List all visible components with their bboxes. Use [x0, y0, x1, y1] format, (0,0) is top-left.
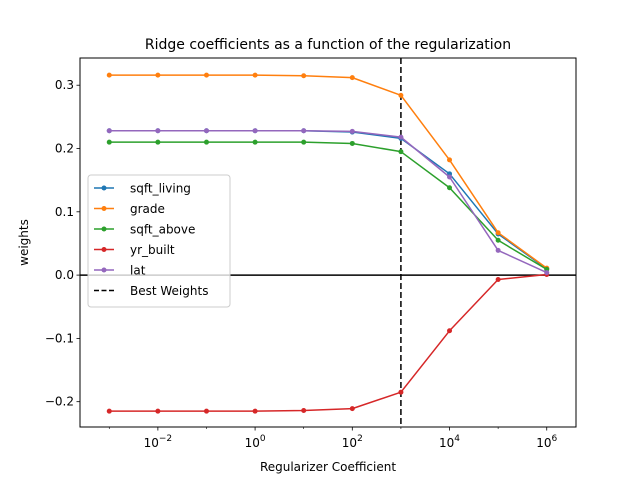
- data-point-lat: [495, 247, 501, 253]
- data-point-yr_built: [447, 328, 453, 334]
- data-point-lat: [447, 174, 453, 180]
- x-tick-label: 100: [245, 434, 266, 450]
- data-point-yr_built: [301, 408, 307, 414]
- data-point-sqft_above: [155, 139, 161, 145]
- legend-label: sqft_above: [130, 223, 195, 237]
- data-point-grade: [495, 230, 501, 236]
- x-tick-label: 106: [536, 434, 557, 450]
- data-point-grade: [398, 92, 404, 98]
- data-point-sqft_above: [252, 139, 258, 145]
- y-tick-label: 0.3: [55, 78, 74, 92]
- data-point-lat: [349, 128, 355, 134]
- data-point-sqft_above: [301, 139, 307, 145]
- data-point-sqft_above: [495, 237, 501, 243]
- series-line-lat: [109, 130, 548, 274]
- y-axis-label: weights: [17, 219, 31, 266]
- data-point-yr_built: [203, 408, 209, 414]
- data-point-lat: [106, 128, 112, 134]
- data-point-lat: [544, 270, 550, 276]
- data-point-sqft_above: [203, 139, 209, 145]
- y-tick-label: 0.1: [55, 205, 74, 219]
- legend-box: [87, 174, 231, 308]
- series-line-yr_built: [109, 273, 547, 412]
- data-point-grade: [349, 75, 355, 81]
- data-point-lat: [155, 128, 161, 134]
- data-point-yr_built: [252, 408, 258, 414]
- data-point-yr_built: [349, 406, 355, 412]
- legend-label: Best Weights: [130, 284, 208, 298]
- data-point-lat: [252, 128, 258, 134]
- x-tick-label: 10−2: [144, 434, 173, 450]
- data-point-sqft_above: [106, 139, 112, 145]
- data-point-grade: [252, 72, 258, 78]
- plot-content: [80, 58, 576, 427]
- legend-label: lat: [130, 264, 146, 278]
- legend-marker-yr_built: [101, 247, 107, 252]
- axes-frame: [79, 57, 577, 428]
- data-point-lat: [398, 134, 404, 140]
- x-tick-label: 104: [439, 434, 460, 450]
- y-tick-label: −0.2: [45, 395, 74, 409]
- y-tick-label: 0.2: [55, 142, 74, 156]
- tick-group: 10−2 100 102 104 106 −0.2 −0.1 0.0 0.1 0.2 0.3: [45, 78, 558, 450]
- x-axis-label: Regularizer Coefficient: [260, 460, 396, 474]
- x-tick-label: 102: [342, 434, 363, 450]
- legend-label: grade: [130, 202, 165, 216]
- legend-label: sqft_living: [130, 182, 191, 196]
- data-point-grade: [203, 72, 209, 78]
- plot-area: [80, 58, 576, 427]
- legend-marker-sqft_living: [101, 185, 107, 191]
- data-point-grade: [447, 157, 453, 163]
- data-point-sqft_above: [447, 185, 453, 191]
- data-point-lat: [203, 128, 209, 134]
- data-point-grade: [301, 73, 307, 79]
- data-point-grade: [106, 72, 112, 78]
- series-line-grade: [109, 74, 548, 269]
- chart-title: Ridge coefficients as a function of the …: [145, 37, 511, 53]
- data-point-yr_built: [398, 389, 404, 395]
- legend-marker-grade: [101, 206, 107, 211]
- data-point-grade: [155, 72, 161, 78]
- data-point-lat: [301, 128, 307, 134]
- y-tick-label: 0.0: [55, 268, 74, 282]
- y-tick-label: −0.1: [45, 331, 74, 345]
- data-point-sqft_above: [398, 149, 404, 155]
- data-point-sqft_above: [349, 140, 355, 146]
- data-point-yr_built: [106, 408, 112, 414]
- data-point-yr_built: [495, 277, 501, 283]
- data-point-yr_built: [155, 408, 161, 414]
- legend-marker-lat: [101, 267, 107, 273]
- legend-marker-sqft_above: [101, 226, 107, 232]
- legend-label: yr_built: [130, 243, 175, 257]
